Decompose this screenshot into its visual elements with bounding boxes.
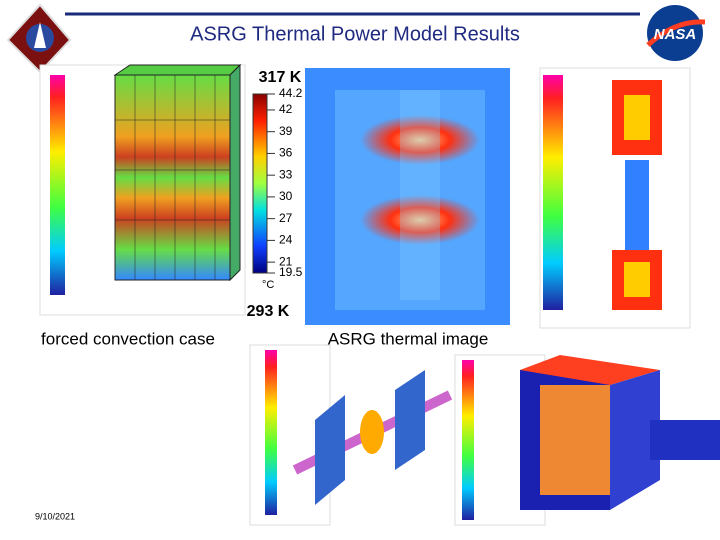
colorbar-tick-label: 44.2 (279, 86, 303, 100)
footer-date: 9/10/2021 (35, 511, 75, 521)
colorbar-unit: °C (262, 279, 274, 291)
mission-patch (6, 3, 72, 74)
colorbar-bottom: 293 K (247, 303, 290, 320)
nasa-text: NASA (654, 26, 697, 43)
colorbar-tick-label: 30 (279, 189, 293, 203)
colorbar (252, 93, 268, 274)
cross-section-image (539, 67, 691, 329)
caption: forced convection case (41, 329, 215, 348)
nasa-logo: NASA (646, 5, 706, 61)
colorbar-tick-label: 42 (279, 102, 293, 116)
colorbar-tick-label: 21 (279, 254, 293, 268)
colorbar-tick-label: 39 (279, 124, 293, 138)
thermal-image (305, 68, 510, 325)
convection-model-image (39, 63, 246, 316)
colorbar-top: 317 K (259, 69, 302, 86)
colorbar-tick-label: 24 (279, 233, 293, 247)
caption: ASRG thermal image (328, 329, 489, 348)
slide-title: ASRG Thermal Power Model Results (190, 23, 520, 45)
colorbar-tick-label: 19.5 (279, 265, 303, 279)
assembly-image (249, 344, 546, 526)
colorbar-tick-label: 36 (279, 146, 293, 160)
colorbar-tick-label: 27 (279, 211, 293, 225)
box-model-image (520, 355, 720, 510)
colorbar-tick-label: 33 (279, 167, 293, 181)
